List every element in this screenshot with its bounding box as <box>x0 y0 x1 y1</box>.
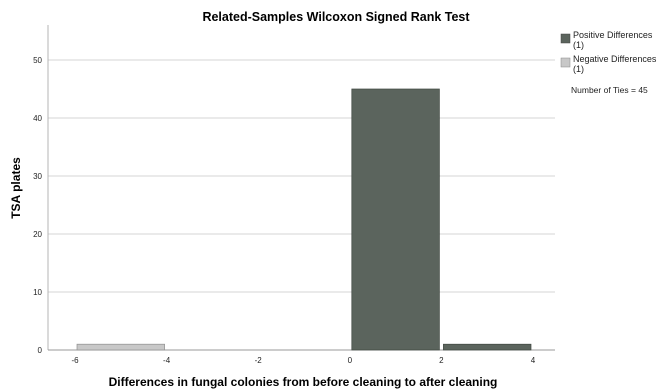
legend-label-positive: Positive Differences <box>573 30 653 40</box>
y-tick-label: 50 <box>33 56 42 65</box>
y-tick-label: 30 <box>33 172 42 181</box>
x-tick-label: -6 <box>71 356 79 365</box>
x-tick-label: -4 <box>163 356 171 365</box>
y-tick-label: 0 <box>38 346 43 355</box>
y-tick-label: 40 <box>33 114 42 123</box>
bars <box>76 88 532 351</box>
x-tick-label: 2 <box>439 356 444 365</box>
legend-label-negative: Negative Differences <box>573 54 657 64</box>
x-tick-label: -2 <box>255 356 263 365</box>
gridlines <box>48 59 555 293</box>
legend-swatch-positive <box>560 33 571 44</box>
y-axis-title: TSA plates <box>9 157 23 219</box>
ties-note: Number of Ties = 45 <box>571 85 648 95</box>
x-tick-label: 4 <box>531 356 536 365</box>
legend-count-positive: (1) <box>573 40 584 50</box>
bar-positive <box>351 88 440 351</box>
y-tick-labels: 0 10 20 30 40 50 <box>33 56 42 355</box>
plot-area: 0 10 20 30 40 50 -6 -4 -2 0 2 4 <box>33 25 555 365</box>
chart-title: Related-Samples Wilcoxon Signed Rank Tes… <box>202 10 470 24</box>
legend: Positive Differences (1) Negative Differ… <box>560 30 657 95</box>
y-tick-label: 10 <box>33 288 42 297</box>
bar-positive <box>443 343 532 351</box>
y-tick-label: 20 <box>33 230 42 239</box>
x-tick-label: 0 <box>348 356 353 365</box>
x-tick-labels: -6 -4 -2 0 2 4 <box>71 356 535 365</box>
legend-count-negative: (1) <box>573 64 584 74</box>
bar-negative <box>76 343 165 351</box>
legend-swatch-negative <box>560 57 571 68</box>
x-axis-title: Differences in fungal colonies from befo… <box>109 375 498 389</box>
